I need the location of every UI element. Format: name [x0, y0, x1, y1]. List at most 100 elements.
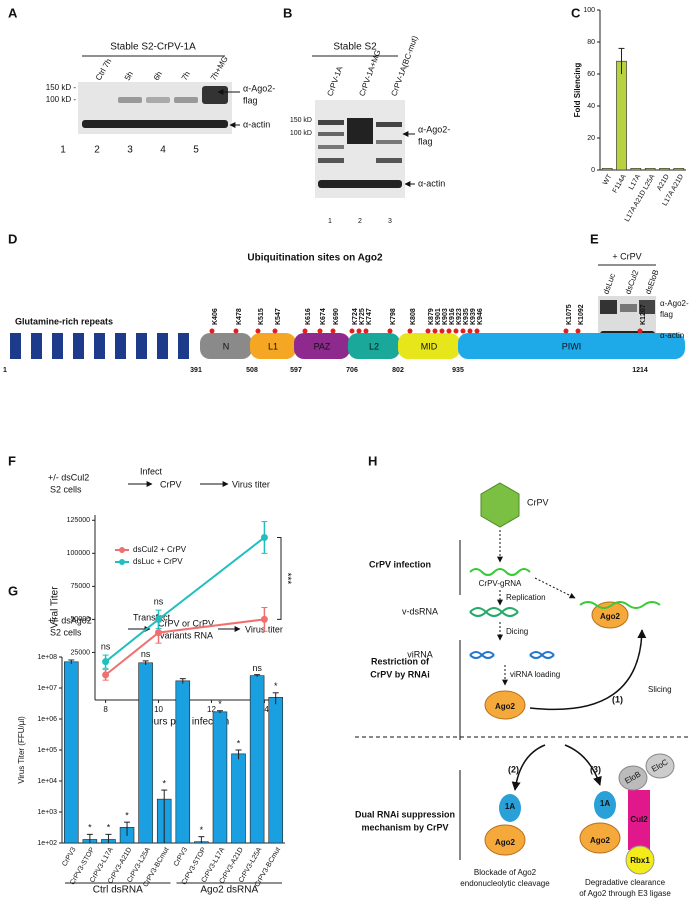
bar	[138, 662, 153, 844]
site-label: K616	[305, 308, 312, 325]
ubiquitination-site	[637, 328, 643, 334]
antibody-label: flag	[418, 136, 433, 146]
domain	[458, 333, 685, 359]
ubiquitination-site	[467, 328, 473, 334]
point	[102, 671, 110, 679]
site-label: K903	[442, 308, 449, 325]
lane-number: 1	[328, 218, 332, 225]
lane-number: 2	[358, 218, 362, 225]
site-label: K798	[390, 308, 397, 325]
antibody-label: flag	[660, 310, 673, 319]
diagram-text: (3)	[590, 764, 601, 774]
y-tick-label: 1e+04	[37, 778, 57, 785]
diagram-text: endonucleolytic cleavage	[460, 879, 550, 888]
bar	[249, 675, 265, 844]
residue-number: 1214	[632, 367, 648, 374]
ubiquitination-site	[356, 328, 362, 334]
diagram-text: CrPV by RNAi	[370, 669, 430, 679]
site-label: K901	[435, 308, 442, 325]
y-axis-label: Viral Titer	[50, 586, 61, 629]
y-tick-label: 1e+08	[37, 654, 57, 661]
diagram-text: Ago2	[600, 612, 621, 621]
diagram-text: Blockade of Ago2	[474, 868, 537, 877]
diagram-text: 1A	[600, 799, 610, 808]
site-label: K879	[428, 308, 435, 325]
diagram-text: CrPV-gRNA	[479, 579, 522, 588]
group-label: Ctrl dsRNA	[93, 885, 143, 896]
domain-label: L2	[369, 341, 379, 351]
flow-text: Virus titer	[232, 479, 270, 489]
bar	[231, 753, 246, 844]
y-tick-label: 25000	[71, 649, 91, 656]
lane-label: 7h+MG	[209, 55, 230, 82]
series-line	[104, 536, 266, 663]
y-axis-label: Fold Silencing	[573, 63, 582, 118]
significance-label: *	[218, 699, 222, 709]
y-tick-label: 100	[583, 7, 595, 14]
diagram-text: Ago2	[590, 836, 611, 845]
lane-label: CrPV-1A(BC-mut)	[389, 34, 419, 97]
diagram-text: Dicing	[506, 627, 528, 636]
x-tick-label: 12	[207, 705, 216, 714]
ubiquitination-site	[330, 328, 336, 334]
lane-number: 4	[160, 145, 166, 156]
ubiquitination-site	[460, 328, 466, 334]
size-marker: 100 kD	[290, 130, 312, 137]
residue-number: 706	[346, 367, 358, 374]
significance-label: *	[125, 811, 129, 821]
y-tick-label: 50000	[71, 616, 91, 623]
diagram-text: Rbx1	[630, 856, 650, 865]
significance-label: *	[274, 681, 278, 691]
antibody-label: α-actin	[660, 331, 684, 340]
x-tick-label: 10	[154, 705, 163, 714]
significance-label: *	[237, 738, 241, 748]
flow-text: Transfect	[133, 612, 171, 622]
y-axis-label: Virus Titer (FFU/µl)	[17, 716, 26, 784]
residue-number: 508	[246, 367, 258, 374]
size-marker: 100 kD -	[46, 95, 77, 104]
domain	[200, 333, 252, 359]
y-tick-label: 80	[587, 39, 595, 46]
lane-label: dsCul2	[623, 268, 640, 295]
domain	[348, 333, 400, 359]
x-tick-label: CrPV3	[173, 846, 189, 867]
bar	[616, 60, 627, 171]
mechanism-diagram	[355, 482, 690, 875]
site-label: K808	[410, 308, 417, 325]
repeat-stripe	[136, 333, 147, 359]
blot-a	[78, 55, 240, 134]
domain-label: MID	[421, 341, 438, 351]
antibody-label: α-actin	[243, 119, 270, 129]
ubiquitination-site	[302, 328, 308, 334]
domain	[250, 333, 296, 359]
repeat-stripe	[157, 333, 168, 359]
y-tick-label: 1e+02	[37, 840, 57, 847]
lane-label: dsEloB	[643, 268, 660, 295]
point	[155, 629, 163, 637]
bar	[659, 168, 670, 171]
point	[260, 533, 268, 541]
site-label: K747	[366, 308, 373, 325]
site-label: K1092	[578, 304, 585, 325]
diagram-text: Dual RNAi suppression	[355, 809, 455, 819]
lane-label: 7h	[180, 70, 192, 82]
flow-text: CrPV	[160, 479, 182, 489]
residue-number: 1	[3, 367, 7, 374]
ubiquitination-site	[387, 328, 393, 334]
diagram-text: Degradative clearance	[585, 878, 666, 887]
panel-letter: B	[283, 5, 292, 20]
significance-label: *	[162, 778, 166, 788]
site-label: K547	[275, 308, 282, 325]
panel-letter: G	[8, 583, 18, 598]
lane-label: Ctrl 7h	[94, 57, 114, 82]
diagram-text: Replication	[506, 593, 546, 602]
diagram-title: Ubiquitination sites on Ago2	[247, 253, 383, 264]
lane-number: 1	[60, 145, 66, 156]
site-label: K406	[212, 308, 219, 325]
site-label: K939	[470, 308, 477, 325]
significance-label: *	[88, 823, 92, 833]
flow-text: S2 cells	[50, 627, 82, 637]
point	[102, 658, 110, 666]
ubiquitination-site	[349, 328, 355, 334]
ubiquitination-site	[446, 328, 452, 334]
